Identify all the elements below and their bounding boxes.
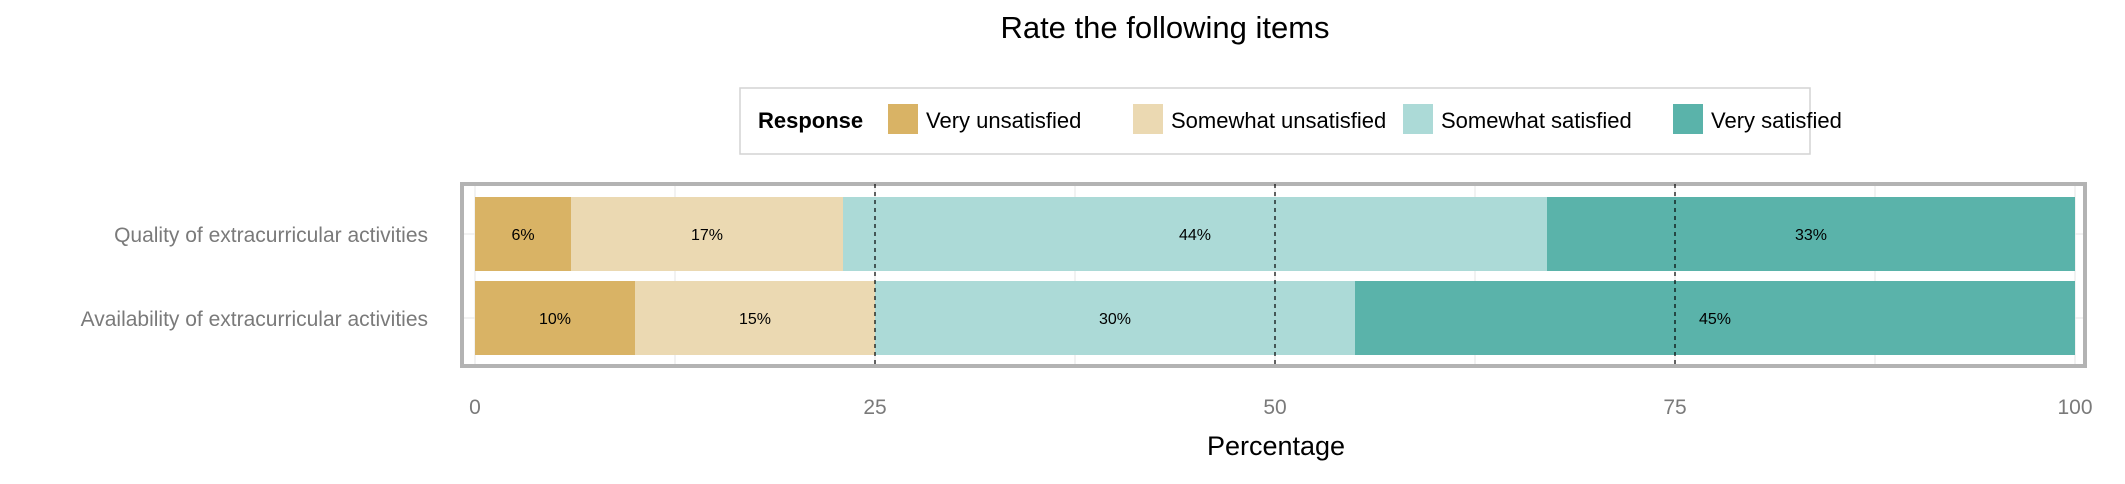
legend: Response Very unsatisfied Somewhat unsati…: [739, 87, 1842, 155]
x-tick-label: 75: [1663, 396, 1686, 419]
legend-title: Response: [758, 108, 863, 133]
bar-segment: [1547, 197, 2075, 271]
legend-label: Somewhat satisfied: [1441, 108, 1632, 133]
y-axis: Quality of extracurricular activities Ava…: [81, 224, 428, 331]
legend-box: [739, 87, 1811, 155]
bars: [475, 197, 2075, 355]
data-label: 45%: [1699, 311, 1731, 328]
bar-segment: [635, 281, 875, 355]
data-label: 6%: [511, 227, 534, 244]
bar-segment: [1355, 281, 2075, 355]
x-tick-label: 0: [469, 396, 481, 419]
y-tick-label: Availability of extracurricular activiti…: [81, 308, 428, 331]
x-axis-title: Percentage: [1207, 431, 1345, 461]
x-tick-label: 100: [2057, 396, 2092, 419]
legend-key: [888, 104, 918, 134]
legend-label: Somewhat unsatisfied: [1171, 108, 1386, 133]
bar-segment: [475, 197, 571, 271]
x-axis: 0 25 50 75 100: [469, 396, 2092, 419]
bar-segment: [875, 281, 1355, 355]
data-label: 17%: [691, 227, 723, 244]
legend-key: [1133, 104, 1163, 134]
legend-key: [1673, 104, 1703, 134]
bar-segment: [475, 281, 635, 355]
y-tick-label: Quality of extracurricular activities: [114, 224, 428, 247]
x-tick-label: 25: [863, 396, 886, 419]
data-label: 33%: [1795, 227, 1827, 244]
chart-title: Rate the following items: [1000, 10, 1329, 45]
reference-lines: [874, 184, 1676, 366]
data-label: 44%: [1179, 227, 1211, 244]
x-tick-label: 50: [1263, 396, 1286, 419]
bar-segment: [571, 197, 843, 271]
legend-key: [1403, 104, 1433, 134]
data-label: 15%: [739, 311, 771, 328]
legend-label: Very satisfied: [1711, 108, 1842, 133]
bar-segment: [843, 197, 1547, 271]
legend-label: Very unsatisfied: [926, 108, 1081, 133]
data-label: 30%: [1099, 311, 1131, 328]
data-label: 10%: [539, 311, 571, 328]
data-labels: 6% 17% 44% 33% 10% 15% 30% 45%: [511, 227, 1827, 328]
